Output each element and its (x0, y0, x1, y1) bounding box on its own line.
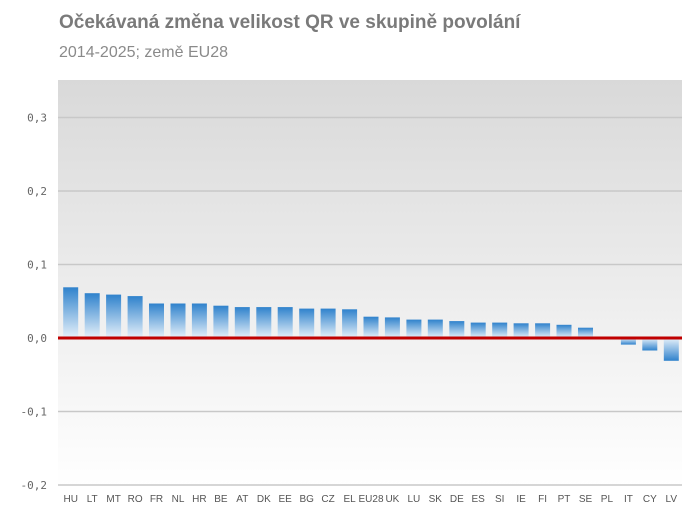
y-tick-label: 0,3 (27, 112, 47, 125)
x-tick-label: DE (450, 494, 464, 505)
x-tick-label: AT (236, 494, 248, 505)
x-tick-label: SE (579, 494, 593, 505)
y-tick-label: -0,1 (21, 406, 48, 419)
bar-eu28 (363, 316, 379, 338)
chart-title: Očekávaná změna velikost QR ve skupině p… (59, 12, 521, 33)
bar-dk (256, 307, 272, 338)
y-tick-label: 0,1 (27, 259, 47, 272)
x-tick-label: EL (343, 494, 356, 505)
x-tick-label: UK (385, 494, 399, 505)
bar-ee (277, 307, 293, 338)
bar-pt (556, 324, 572, 338)
chart-subtitle: 2014-2025; země EU28 (59, 44, 228, 61)
bar-de (449, 321, 465, 338)
x-tick-label: HU (63, 494, 77, 505)
x-tick-label: EE (279, 494, 293, 505)
x-tick-label: BG (299, 494, 314, 505)
x-tick-label: CY (643, 494, 657, 505)
bar-cy (642, 338, 658, 351)
bar-si (492, 322, 508, 338)
x-tick-label: MT (106, 494, 120, 505)
bar-nl (170, 303, 186, 338)
bar-ie (513, 323, 529, 338)
y-tick-label: 0,2 (27, 185, 47, 198)
bar-fi (535, 323, 551, 338)
y-tick-label: -0,2 (21, 479, 48, 492)
bar-at (234, 307, 250, 338)
x-tick-label: RO (128, 494, 143, 505)
x-tick-label: SI (495, 494, 504, 505)
x-tick-label: LT (87, 494, 98, 505)
x-tick-label: IE (516, 494, 526, 505)
x-tick-label: DK (257, 494, 271, 505)
x-tick-label: EU28 (358, 494, 383, 505)
bar-bg (299, 308, 315, 338)
x-tick-label: BE (214, 494, 228, 505)
y-tick-label: 0,0 (27, 332, 47, 345)
x-tick-label: FR (150, 494, 163, 505)
bar-lt (84, 293, 100, 338)
bar-el (342, 309, 358, 338)
x-tick-label: ES (472, 494, 486, 505)
bar-lu (406, 319, 422, 338)
x-tick-label: IT (624, 494, 633, 505)
bar-es (470, 322, 486, 338)
x-tick-label: SK (429, 494, 443, 505)
x-tick-label: NL (172, 494, 185, 505)
bar-it (620, 338, 636, 345)
bar-ro (127, 296, 143, 338)
x-tick-label: PT (558, 494, 571, 505)
bar-fr (149, 303, 164, 338)
bar-mt (106, 294, 122, 338)
plot-area (58, 80, 682, 487)
bar-cz (320, 308, 336, 338)
bar-se (578, 327, 593, 338)
x-tick-label: LV (666, 494, 678, 505)
bar-lv (663, 338, 679, 361)
x-tick-label: LU (408, 494, 421, 505)
bar-hu (63, 287, 79, 338)
x-tick-label: PL (601, 494, 614, 505)
bar-be (213, 305, 229, 338)
bar-hr (191, 303, 207, 338)
x-tick-label: FI (538, 494, 547, 505)
x-tick-label: CZ (321, 494, 334, 505)
x-tick-label: HR (192, 494, 206, 505)
bar-sk (427, 319, 443, 338)
bar-uk (384, 317, 400, 338)
